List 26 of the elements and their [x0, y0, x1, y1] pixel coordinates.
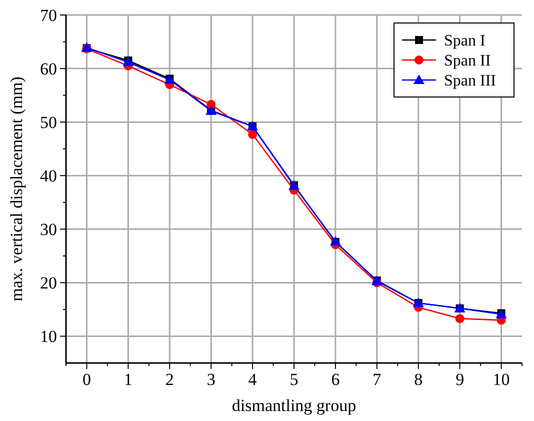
- y-tick-label: 70: [40, 6, 57, 25]
- y-tick-label: 60: [40, 59, 57, 78]
- y-tick-label: 50: [40, 113, 57, 132]
- x-tick-label: 6: [331, 370, 340, 389]
- x-tick-label: 3: [206, 370, 216, 389]
- y-axis-title: max. vertical displacement (mm): [7, 76, 26, 302]
- x-tick-label: 5: [290, 370, 298, 389]
- y-tick-label: 40: [40, 166, 57, 186]
- point: [248, 130, 258, 139]
- x-tick-label: 1: [124, 370, 132, 389]
- y-tick-label: 30: [40, 220, 57, 240]
- y-tick-label: 20: [40, 274, 57, 293]
- x-tick-label: 10: [492, 370, 510, 389]
- x-tick-label: 9: [456, 370, 464, 389]
- x-tick-label: 2: [165, 370, 174, 389]
- x-tick-label: 8: [414, 370, 423, 389]
- x-axis-title: dismantling group: [232, 396, 356, 415]
- x-tick-label: 7: [372, 370, 382, 389]
- legend-label: Span III: [444, 72, 496, 90]
- point: [330, 236, 341, 246]
- x-tick-label: 4: [248, 370, 258, 389]
- y-tick-label: 10: [40, 327, 57, 346]
- point: [455, 314, 464, 324]
- legend-label: Span II: [444, 52, 491, 70]
- legend-label: Span I: [444, 32, 486, 50]
- x-tick-label: 0: [82, 370, 91, 389]
